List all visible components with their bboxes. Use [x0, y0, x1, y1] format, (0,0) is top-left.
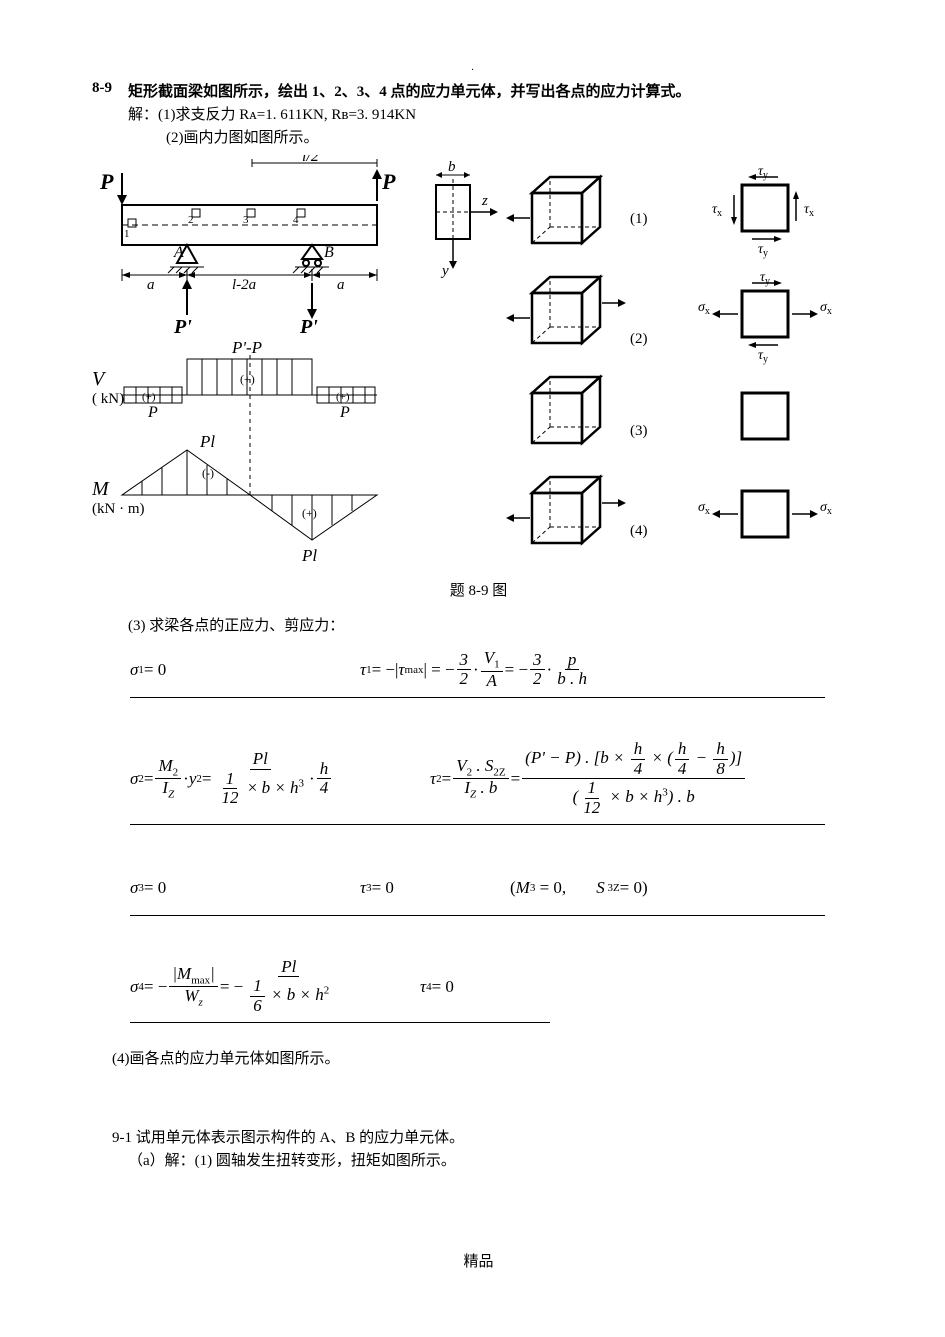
svg-text:τy: τy: [758, 242, 768, 259]
svg-text:z: z: [481, 193, 488, 209]
svg-text:P'-P: P'-P: [231, 338, 262, 357]
svg-text:M: M: [92, 478, 110, 500]
beam-diagrams: l/2 P P 1 2 3 4: [92, 155, 412, 575]
svg-text:τy: τy: [758, 348, 768, 365]
svg-text:P': P': [173, 316, 192, 338]
svg-text:(1): (1): [630, 211, 648, 227]
equation-row-4: σ4 = − |Mmax| Wz = − Pl 16 × b × h2 τ4 =…: [130, 954, 550, 1023]
svg-text:1: 1: [124, 228, 130, 240]
svg-text:(4): (4): [630, 523, 648, 539]
svg-text:Pl: Pl: [301, 546, 317, 565]
svg-text:l-2a: l-2a: [232, 277, 256, 293]
svg-text:P: P: [381, 169, 396, 194]
svg-text:a: a: [147, 277, 155, 293]
svg-text:τx: τx: [804, 202, 814, 219]
svg-text:(2): (2): [630, 331, 648, 347]
stress-elements: b z y: [422, 155, 852, 575]
svg-text:P: P: [339, 404, 350, 421]
svg-text:σx: σx: [698, 300, 710, 317]
svg-text:a: a: [337, 277, 345, 293]
svg-text:(kN · m): (kN · m): [92, 501, 145, 517]
svg-text:σx: σx: [820, 500, 832, 517]
svg-text:(+): (+): [142, 391, 156, 403]
svg-text:(+): (+): [240, 372, 255, 386]
svg-text:σx: σx: [820, 300, 832, 317]
svg-text:b: b: [448, 159, 456, 175]
figure-caption: 题 8-9 图: [92, 579, 865, 600]
figure-row: l/2 P P 1 2 3 4: [92, 155, 865, 575]
page-footer: 精品: [92, 1250, 865, 1271]
solution-step2: (2)画内力图如图所示。: [166, 126, 865, 147]
section-4-label: (4)画各点的应力单元体如图所示。: [112, 1047, 865, 1068]
svg-text:P: P: [99, 169, 114, 194]
question-title: 矩形截面梁如图所示，绘出 1、2、3、4 点的应力单元体，并写出各点的应力计算式…: [128, 80, 865, 101]
svg-text:2: 2: [188, 214, 194, 226]
svg-text:B: B: [324, 244, 334, 261]
svg-text:4: 4: [293, 214, 299, 226]
svg-text:P': P': [299, 316, 318, 338]
equation-row-2: σ2 = M2 IZ · y2 = Pl 112 × b × h3 · h4 τ…: [130, 736, 825, 825]
svg-text:l/2: l/2: [302, 155, 319, 165]
page-top-dot: .: [471, 62, 474, 73]
svg-text:Pl: Pl: [199, 432, 215, 451]
question-number: 8-9: [92, 80, 128, 101]
svg-text:τy: τy: [760, 270, 770, 287]
svg-text:P: P: [147, 404, 158, 421]
svg-text:y: y: [440, 263, 449, 279]
svg-text:τx: τx: [712, 202, 722, 219]
solution-step1: 解：(1)求支反力 Rᴀ=1. 611KN, Rʙ=3. 914KN: [128, 103, 865, 124]
solution-label: 解：: [128, 107, 158, 123]
svg-text:τy: τy: [758, 164, 768, 181]
equation-row-1: σ1 = 0 τ1 = −|τmax| = − 32 · V1A = − 32 …: [130, 645, 825, 698]
svg-text:(3): (3): [630, 423, 648, 439]
question-8-9-header: 8-9 矩形截面梁如图所示，绘出 1、2、3、4 点的应力单元体，并写出各点的应…: [92, 80, 865, 101]
svg-text:(+): (+): [302, 506, 317, 520]
svg-text:V: V: [92, 368, 107, 390]
step1-text: (1)求支反力 Rᴀ=1. 611KN, Rʙ=3. 914KN: [158, 107, 416, 123]
question-9-1-line2: （a）解：(1) 圆轴发生扭转变形，扭矩如图所示。: [128, 1149, 865, 1170]
svg-text:3: 3: [243, 214, 249, 226]
equation-row-3: σ3 = 0 τ3 = 0 (M3 = 0, S 3Z = 0): [130, 863, 825, 916]
question-9-1-line1: 9-1 试用单元体表示图示构件的 A、B 的应力单元体。: [112, 1126, 865, 1147]
svg-text:(+): (+): [336, 391, 350, 403]
section-3-label: (3) 求梁各点的正应力、剪应力：: [128, 614, 865, 635]
svg-text:( kN): ( kN): [92, 391, 124, 407]
svg-text:σx: σx: [698, 500, 710, 517]
svg-text:(-): (-): [202, 466, 214, 480]
